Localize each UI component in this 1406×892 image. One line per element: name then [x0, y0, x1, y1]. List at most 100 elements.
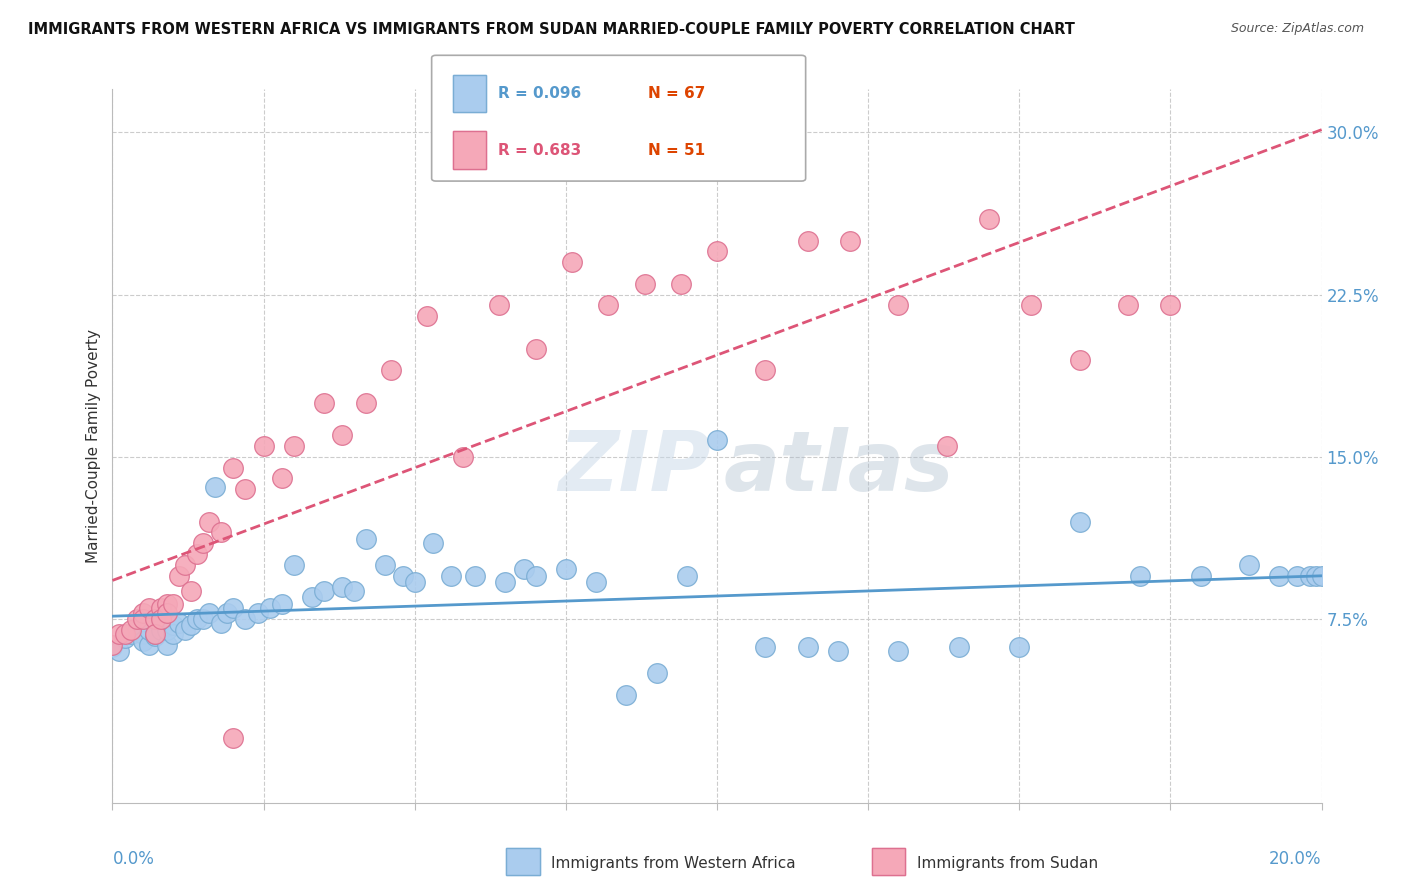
Point [977, 211, 1000, 226]
Point [827, 644, 849, 658]
Point [162, 627, 184, 641]
Point [125, 612, 148, 626]
Point [314, 583, 336, 598]
Point [343, 583, 366, 598]
Point [1237, 558, 1260, 572]
Point [156, 597, 179, 611]
Point [669, 277, 692, 291]
Point [270, 597, 292, 611]
Point [204, 480, 226, 494]
Point [253, 439, 276, 453]
Point [380, 363, 402, 377]
Y-axis label: Married-Couple Family Poverty: Married-Couple Family Poverty [86, 329, 101, 563]
Point [633, 277, 655, 291]
Point [616, 688, 638, 702]
Point [301, 591, 323, 605]
Point [1159, 298, 1181, 312]
Point [143, 627, 166, 641]
Point [1008, 640, 1031, 654]
Point [143, 629, 166, 643]
Point [198, 515, 221, 529]
Point [796, 234, 818, 248]
Point [1069, 352, 1091, 367]
Point [149, 612, 172, 626]
Point [283, 439, 305, 453]
Point [156, 623, 179, 637]
Point [235, 612, 257, 626]
Point [132, 606, 155, 620]
Point [524, 568, 547, 582]
Point [114, 632, 136, 646]
Text: Immigrants from Western Africa: Immigrants from Western Africa [551, 856, 796, 871]
Point [495, 575, 517, 590]
Point [754, 363, 776, 377]
Text: N = 67: N = 67 [648, 86, 706, 101]
Point [451, 450, 474, 464]
Point [1305, 568, 1327, 582]
Point [246, 606, 269, 620]
Text: R = 0.683: R = 0.683 [498, 143, 581, 158]
Text: Source: ZipAtlas.com: Source: ZipAtlas.com [1230, 22, 1364, 36]
Point [1298, 568, 1320, 582]
Point [120, 627, 142, 641]
Point [706, 244, 728, 259]
Point [222, 601, 245, 615]
Point [101, 640, 124, 654]
Point [149, 623, 172, 637]
Point [283, 558, 305, 572]
Point [156, 638, 179, 652]
Point [330, 428, 353, 442]
Text: 20.0%: 20.0% [1270, 850, 1322, 869]
Point [138, 638, 160, 652]
Point [174, 558, 197, 572]
Point [422, 536, 444, 550]
Point [143, 612, 166, 626]
Point [107, 627, 129, 641]
Point [186, 612, 208, 626]
Text: N = 51: N = 51 [648, 143, 706, 158]
Point [156, 606, 179, 620]
Point [314, 396, 336, 410]
Point [217, 606, 239, 620]
Point [132, 633, 155, 648]
Point [754, 640, 776, 654]
Text: IMMIGRANTS FROM WESTERN AFRICA VS IMMIGRANTS FROM SUDAN MARRIED-COUPLE FAMILY PO: IMMIGRANTS FROM WESTERN AFRICA VS IMMIGR… [28, 22, 1076, 37]
Point [440, 568, 463, 582]
Point [356, 396, 378, 410]
Point [107, 644, 129, 658]
Point [198, 606, 221, 620]
Point [180, 583, 202, 598]
Point [374, 558, 396, 572]
Point [270, 471, 292, 485]
Point [839, 234, 862, 248]
Point [209, 616, 232, 631]
Point [948, 640, 970, 654]
Text: atlas: atlas [723, 427, 953, 508]
Point [1310, 568, 1333, 582]
Point [149, 612, 172, 626]
Point [416, 310, 439, 324]
Point [209, 525, 232, 540]
Point [259, 601, 281, 615]
Point [1021, 298, 1043, 312]
Point [1268, 568, 1291, 582]
Point [887, 298, 910, 312]
Point [1189, 568, 1212, 582]
Point [598, 298, 620, 312]
Point [114, 627, 136, 641]
Point [167, 616, 190, 631]
Point [167, 568, 190, 582]
Point [162, 597, 184, 611]
Point [391, 568, 413, 582]
Point [935, 439, 957, 453]
Point [554, 562, 576, 576]
Point [404, 575, 426, 590]
Point [120, 623, 142, 637]
Point [1069, 515, 1091, 529]
Point [356, 532, 378, 546]
Point [222, 460, 245, 475]
Point [796, 640, 818, 654]
Point [186, 547, 208, 561]
Text: ZIP: ZIP [558, 427, 711, 508]
Text: Immigrants from Sudan: Immigrants from Sudan [917, 856, 1098, 871]
